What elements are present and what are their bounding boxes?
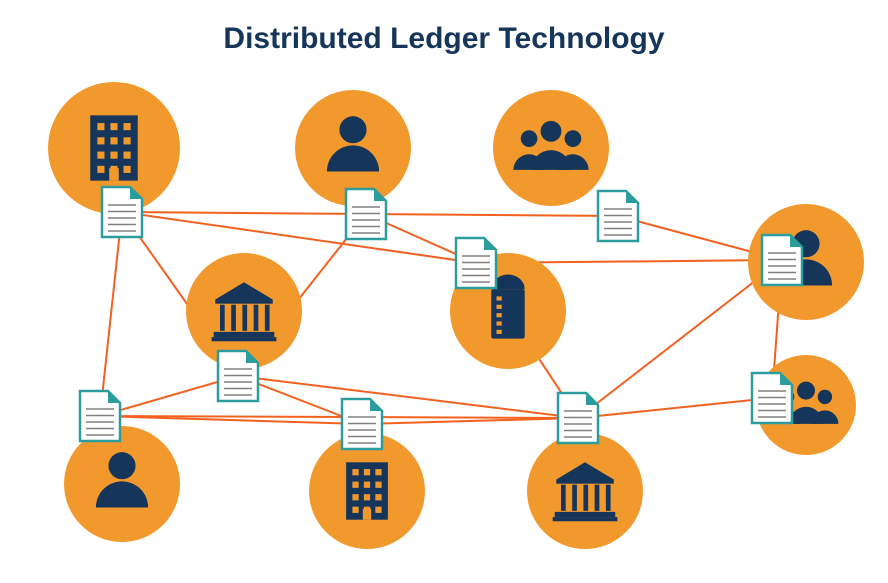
ledger-doc-icon [558, 393, 598, 443]
ledger-doc-icon [80, 391, 120, 441]
network-diagram [0, 0, 888, 583]
ledger-doc-icon [218, 351, 258, 401]
network-node [309, 433, 425, 549]
ledger-doc-icon [752, 373, 792, 423]
network-edge [122, 212, 366, 214]
network-node [493, 90, 609, 206]
ledger-doc-icon [346, 189, 386, 239]
ledger-doc-icon [456, 238, 496, 288]
network-edge [578, 398, 772, 418]
network-edge [362, 418, 578, 424]
ledger-doc-icon [598, 191, 638, 241]
ledger-doc-icon [102, 187, 142, 237]
ledger-doc-icon [342, 399, 382, 449]
network-edge [122, 212, 476, 263]
network-edge [100, 212, 122, 416]
building-icon [90, 115, 138, 180]
building-icon [346, 462, 388, 519]
network-edge [366, 214, 618, 216]
network-node [64, 426, 180, 542]
network-node [527, 433, 643, 549]
ledger-doc-icon [762, 235, 802, 285]
network-edge [238, 376, 578, 418]
